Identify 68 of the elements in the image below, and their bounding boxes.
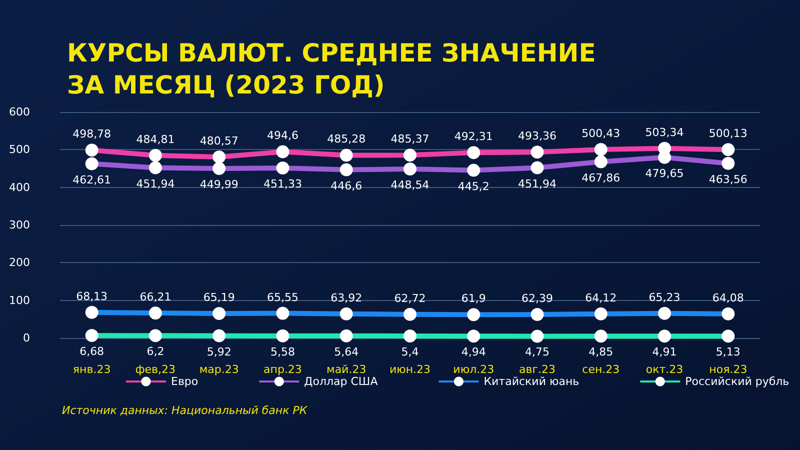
x-tick-label: май.23 [326,363,366,376]
data-label: 462,61 [72,173,112,186]
y-tick-label: 500 [9,143,30,156]
chart-title: КУРСЫ ВАЛЮТ. СРЕДНЕЕ ЗНАЧЕНИЕ ЗА МЕСЯЦ (2023 ГОД) [67,38,596,100]
x-tick-label: июн.23 [389,363,431,376]
data-label: 467,86 [582,171,620,184]
text: Источник данных: Национальный банк РК [62,404,308,417]
data-label: 63,92 [330,291,362,304]
data-label: 64,08 [712,291,744,304]
data-label: 451,94 [136,177,175,190]
data-label: 62,72 [394,292,426,305]
x-tick-label: авг.23 [519,363,556,376]
y-tick-label: 200 [9,256,30,270]
data-label: 4,91 [652,346,677,359]
data-label: 485,37 [390,132,430,146]
data-label: 449,99 [200,178,238,192]
legend-label: Российский рубль [685,375,790,388]
data-label: 445,2 [458,180,490,193]
data-label: 498,78 [72,128,112,141]
y-tick-label: 0 [23,332,30,344]
data-label: 5,92 [206,345,232,358]
y-tick-label: 400 [9,180,30,194]
data-label: 4,94 [461,346,486,359]
data-label: 5,58 [270,345,295,358]
data-label: 61,9 [461,292,486,306]
data-label: 451,94 [518,177,557,190]
legend-label: Евро [171,375,198,388]
data-label: 68,13 [76,290,108,303]
data-label: 480,57 [200,134,238,148]
x-tick-label: окт.23 [646,363,684,376]
data-label: 463,56 [708,172,748,186]
x-tick-label: сен.23 [582,363,620,376]
data-label: 492,31 [454,130,493,144]
data-label: 62,39 [522,292,554,305]
x-tick-label: июл.23 [453,363,494,376]
data-label: 5,64 [334,345,359,358]
data-label: 5,4 [401,345,419,358]
data-label: 494,6 [266,129,298,142]
x-tick-label: фев,23 [135,363,176,376]
data-label: 64,12 [585,291,617,304]
data-label: 448,54 [390,178,430,192]
data-label: 446,6 [330,179,362,192]
x-tick-label: ноя.23 [709,363,748,376]
data-label: 503,34 [645,126,684,139]
data-label: 4,85 [588,346,614,359]
data-label: 4,75 [525,346,550,359]
data-label: 65,55 [266,290,298,304]
data-label: 500,43 [582,127,620,140]
legend-label: Китайский юань [484,375,580,388]
data-label: 66,21 [140,290,172,304]
data-label: 493,36 [518,130,557,143]
data-label: 6,68 [80,344,104,358]
data-label: 451,33 [263,178,302,190]
y-tick-label: 300 [9,218,30,232]
y-tick-label: 600 [9,106,30,118]
data-label: 65,23 [648,290,680,304]
data-label: 6,2 [146,345,164,358]
data-label: 479,65 [645,166,684,180]
data-label: 5,13 [716,346,740,359]
data-label: 484,81 [136,132,175,146]
x-tick-label: апр.23 [264,363,302,376]
x-tick-label: янв.23 [72,363,111,376]
y-tick-label: 100 [9,294,30,307]
data-label: 485,28 [327,132,366,146]
data-label: 65,19 [203,290,235,304]
x-tick-label: мар.23 [199,363,239,376]
legend-label: Доллар США [304,375,378,388]
data-label: 500,13 [708,127,748,140]
